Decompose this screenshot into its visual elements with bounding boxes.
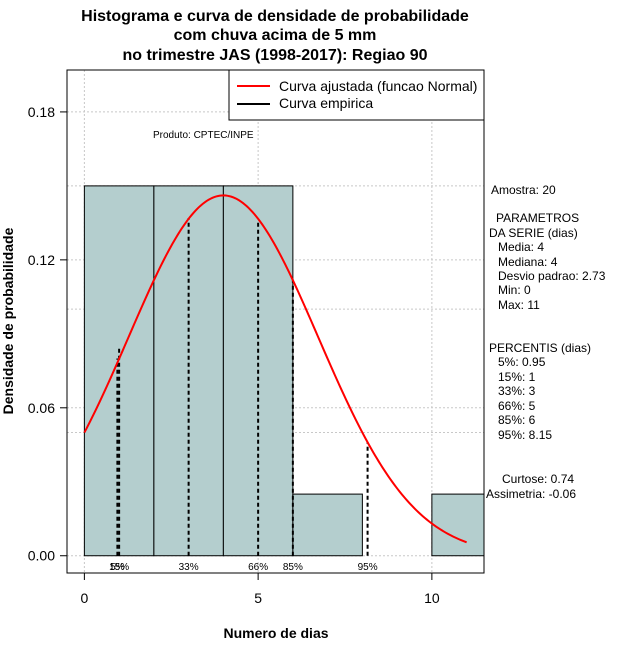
- y-axis-label: Densidade de probabilidade: [0, 227, 16, 414]
- percentile-axis-label-5: 95%: [358, 562, 378, 573]
- stat-assimetria: Assimetria: -0.06: [486, 487, 576, 501]
- percentile-axis-label-4: 85%: [283, 562, 303, 573]
- stat-media: Media: 4: [498, 240, 544, 254]
- percentile-axis-label-1: 15%: [109, 562, 129, 573]
- legend-label-empirical: Curva empirica: [279, 95, 373, 111]
- histogram-bars: [83, 185, 485, 557]
- stats-panel: Amostra: 20 PARAMETROS DA SERIE (dias) M…: [486, 183, 606, 501]
- stat-serie-heading: DA SERIE (dias): [489, 226, 578, 240]
- y-tick-label-1: 0.06: [28, 400, 55, 416]
- x-tick-label-0: 0: [80, 590, 88, 606]
- x-axis-label: Numero de dias: [223, 625, 328, 641]
- histogram-bar-5: [431, 493, 485, 557]
- stat-amostra: Amostra: 20: [491, 183, 556, 197]
- normal-curve: [83, 194, 467, 544]
- stat-desvio: Desvio padrao: 2.73: [498, 269, 606, 283]
- stat-p33: 33%: 3: [498, 384, 536, 398]
- stat-curtose: Curtose: 0.74: [502, 472, 574, 486]
- histogram-bar-3: [292, 493, 363, 557]
- stat-p5: 5%: 0.95: [498, 355, 546, 369]
- percentile-axis-label-0: 5%: [110, 562, 125, 573]
- x-tick-label-2: 10: [424, 590, 440, 606]
- stat-mediana: Mediana: 4: [498, 255, 558, 269]
- y-tick-label-0: 0.00: [28, 548, 55, 564]
- stat-percentis-heading: PERCENTIS (dias): [489, 341, 591, 355]
- legend-label-normal: Curva ajustada (funcao Normal): [279, 78, 477, 94]
- y-tick-label-3: 0.18: [28, 104, 55, 120]
- x-tick-label-1: 5: [254, 590, 262, 606]
- stat-parametros-heading: PARAMETROS: [496, 211, 579, 225]
- percentile-axis-label-3: 66%: [248, 562, 268, 573]
- stat-max: Max: 11: [498, 298, 540, 312]
- produto-label: Produto: CPTEC/INPE: [153, 130, 254, 141]
- stat-p15: 15%: 1: [498, 370, 536, 384]
- percentile-lines: 5%15% 33% 66% 85% 95%: [109, 217, 378, 573]
- percentile-axis-label-2: 33%: [179, 562, 199, 573]
- legend-box: [228, 69, 485, 121]
- legend: Curva ajustada (funcao Normal) Curva emp…: [228, 69, 485, 121]
- x-axis: 0 5 10: [80, 572, 440, 606]
- y-tick-label-2: 0.12: [28, 252, 55, 268]
- stat-p95: 95%: 8.15: [498, 428, 552, 442]
- chart-title-line-2: com chuva acima de 5 mm: [174, 27, 377, 44]
- y-axis: 0.00 0.06 0.12 0.18: [28, 104, 68, 564]
- chart-title-line-1: Histograma e curva de densidade de proba…: [81, 8, 469, 25]
- stat-p66: 66%: 5: [498, 399, 536, 413]
- normal-curve-layer: [83, 194, 467, 544]
- stat-p85: 85%: 6: [498, 413, 536, 427]
- chart-title-line-3: no trimestre JAS (1998-2017): Regiao 90: [122, 47, 427, 64]
- stat-min: Min: 0: [498, 283, 531, 297]
